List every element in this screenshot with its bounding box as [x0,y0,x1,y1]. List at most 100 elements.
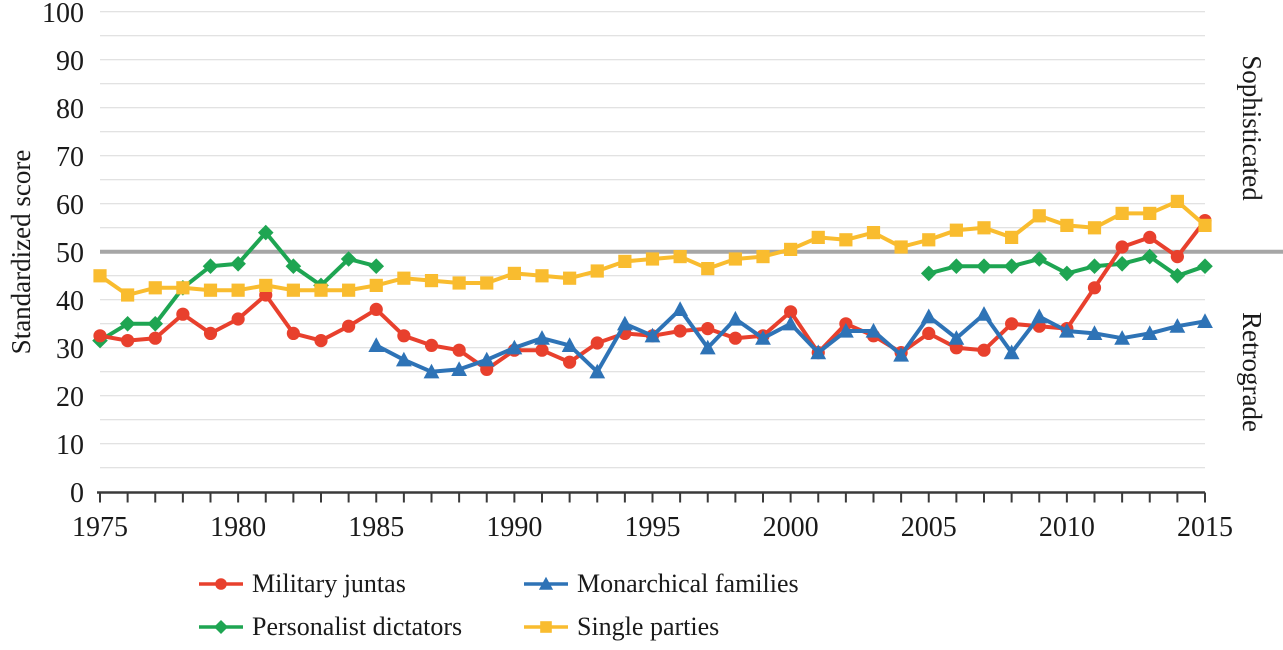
data-point-military-juntas [590,336,604,350]
x-tick-label: 1985 [348,512,404,543]
data-point-single-parties [728,252,742,266]
data-point-single-parties [563,271,577,285]
data-point-military-juntas [1170,250,1184,264]
data-point-personalist-dictators [119,316,136,332]
data-point-military-juntas [231,312,245,326]
y-axis-title: Standardized score [6,150,36,355]
data-point-single-parties [369,278,383,292]
legend-item-monarchical-families: Monarchical families [523,569,799,599]
data-point-single-parties [259,278,273,292]
series-single-parties [93,194,1212,302]
data-point-military-juntas [673,324,687,338]
x-tick-label: 2005 [901,512,957,543]
legend-marker-triangle [538,576,554,590]
data-point-monarchical-families [1114,330,1131,345]
data-point-military-juntas [784,305,798,319]
data-point-single-parties [1060,218,1074,232]
data-point-single-parties [1032,209,1046,223]
legend-swatch-circle [199,578,243,590]
right-label-retrograde: Retrograde [1237,312,1267,432]
legend-label: Monarchical families [577,569,799,598]
data-point-single-parties [977,221,991,235]
x-tick-label: 2000 [763,512,819,543]
data-point-military-juntas [1087,281,1102,295]
data-point-monarchical-families [451,361,468,376]
data-point-single-parties [784,242,798,256]
y-tick-label: 60 [56,190,84,221]
data-point-single-parties [839,233,853,247]
data-point-single-parties [231,283,245,297]
data-point-monarchical-families [782,315,799,331]
data-point-military-juntas [203,326,218,340]
data-point-personalist-dictators [368,258,385,274]
data-point-military-juntas [922,326,936,340]
data-point-military-juntas [286,326,300,340]
y-tick-label: 10 [56,430,84,461]
data-point-monarchical-families [1031,308,1048,324]
data-point-single-parties [176,281,190,295]
data-point-military-juntas [342,319,356,333]
data-point-single-parties [1170,194,1184,208]
data-point-personalist-dictators [1059,265,1075,282]
series-monarchical-families [368,301,1213,379]
data-point-personalist-dictators [1169,268,1186,284]
data-point-single-parties [1198,218,1212,232]
x-tick-label: 2015 [1177,512,1233,543]
series-layer [92,194,1213,379]
legend-label: Personalist dictators [252,612,463,641]
data-point-personalist-dictators [1197,258,1213,274]
x-tick-label: 2010 [1039,512,1095,543]
y-tick-label: 90 [56,46,84,77]
data-point-monarchical-families [1197,313,1213,328]
data-point-military-juntas [1143,230,1157,244]
data-point-single-parties [1087,221,1102,235]
y-tick-label: 0 [70,478,84,509]
legend-label: Military juntas [252,569,406,598]
axis-layer: 0 10 20 30 40 50 60 70 80 90 100 1975 1980 1985 1990 19… [42,0,1233,543]
data-point-monarchical-families [948,330,965,345]
legend-swatch-square [524,621,568,633]
data-point-monarchical-families [506,339,523,355]
data-point-monarchical-families [699,339,716,355]
data-point-monarchical-families [1169,318,1186,333]
legend-item-single-parties: Single parties [523,612,719,642]
data-point-single-parties [314,283,328,297]
data-point-monarchical-families [810,344,827,360]
data-point-personalist-dictators [1003,258,1020,274]
data-point-monarchical-families [395,351,412,367]
data-point-military-juntas [424,338,439,352]
data-point-single-parties [148,281,162,295]
data-point-personalist-dictators [147,316,164,332]
data-point-monarchical-families [534,330,550,345]
data-point-monarchical-families [616,315,633,331]
data-point-single-parties [922,233,936,247]
series-personalist-dictators [92,224,1213,349]
data-point-monarchical-families [1086,325,1103,340]
data-point-monarchical-families [755,330,771,345]
data-point-military-juntas [1115,240,1129,254]
data-point-single-parties [894,240,908,254]
data-point-single-parties [507,266,521,280]
data-point-single-parties [535,269,549,283]
data-point-monarchical-families [478,351,495,367]
data-point-single-parties [1005,230,1019,244]
data-point-monarchical-families [865,322,882,338]
data-point-single-parties [424,274,439,288]
data-point-monarchical-families [423,363,440,379]
data-point-monarchical-families [837,322,854,338]
data-point-military-juntas [1005,317,1019,331]
data-point-single-parties [866,226,881,240]
data-point-military-juntas [563,355,577,369]
data-point-single-parties [673,250,687,264]
x-tick-label: 1995 [625,512,681,543]
legend-item-military-juntas: Military juntas [198,569,406,599]
data-point-single-parties [756,250,770,264]
data-point-monarchical-families [561,337,578,352]
data-point-personalist-dictators [1114,256,1130,272]
data-point-military-juntas [148,331,162,345]
data-point-single-parties [811,230,825,244]
right-label-sophisticated: Sophisticated [1237,55,1267,201]
data-point-single-parties [480,276,494,290]
data-point-personalist-dictators [202,258,219,274]
